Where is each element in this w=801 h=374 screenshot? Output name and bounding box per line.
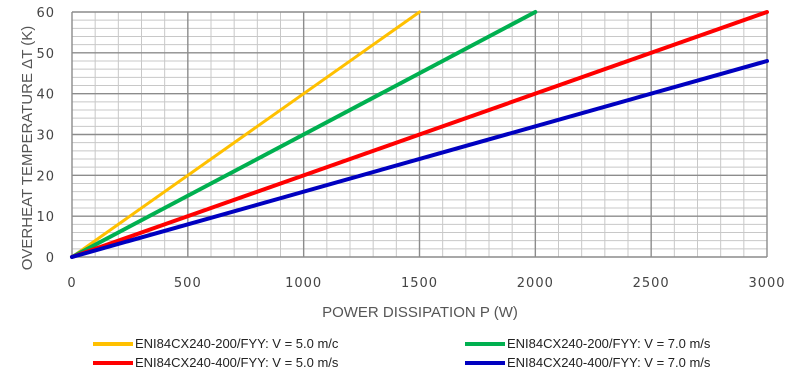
y-axis-title: OVERHEAT TEMPERATURE ΔT (K) (19, 26, 36, 271)
y-tick-label: 40 (36, 88, 55, 103)
series-line-4 (70, 59, 769, 259)
legend-swatch-2 (465, 341, 505, 346)
x-tick-labels: 0 500 1000 1500 2000 2500 3000 (67, 276, 785, 291)
y-tick-labels: 0 10 20 30 40 50 60 (36, 6, 55, 266)
x-tick-label: 500 (174, 276, 202, 291)
legend-item-1: ENI84CX240-200/FYY: V = 5.0 m/c (93, 336, 338, 351)
x-tick-label: 1000 (285, 276, 322, 291)
legend-item-2: ENI84CX240-200/FYY: V = 7.0 m/s (465, 336, 710, 351)
series-line-1 (70, 10, 421, 259)
x-tick-label: 1500 (401, 276, 438, 291)
legend-label-1: ENI84CX240-200/FYY: V = 5.0 m/c (135, 336, 339, 351)
legend-swatch-1 (93, 341, 133, 346)
y-tick-label: 10 (36, 210, 55, 225)
series-lines (70, 10, 769, 259)
x-tick-label: 2500 (633, 276, 670, 291)
x-axis-title: POWER DISSIPATION P (W) (322, 304, 518, 321)
x-tick-label: 3000 (748, 276, 785, 291)
legend-label-3: ENI84CX240-400/FYY: V = 5.0 m/s (135, 355, 339, 370)
x-tick-label: 2000 (517, 276, 554, 291)
legend-swatch-3 (93, 360, 133, 365)
y-tick-label: 50 (36, 47, 55, 62)
y-tick-label: 0 (46, 251, 55, 266)
y-tick-label: 20 (36, 169, 55, 184)
series-line-3 (70, 10, 769, 259)
legend-label-2: ENI84CX240-200/FYY: V = 7.0 m/s (507, 336, 711, 351)
y-tick-label: 30 (36, 129, 55, 144)
x-tick-label: 0 (67, 276, 76, 291)
legend-item-4: ENI84CX240-400/FYY: V = 7.0 m/s (465, 355, 710, 370)
y-tick-label: 60 (36, 6, 55, 21)
legend-label-4: ENI84CX240-400/FYY: V = 7.0 m/s (507, 355, 711, 370)
series-line-2 (70, 10, 538, 259)
legend-item-3: ENI84CX240-400/FYY: V = 5.0 m/s (93, 355, 338, 370)
legend-swatch-4 (465, 360, 505, 365)
